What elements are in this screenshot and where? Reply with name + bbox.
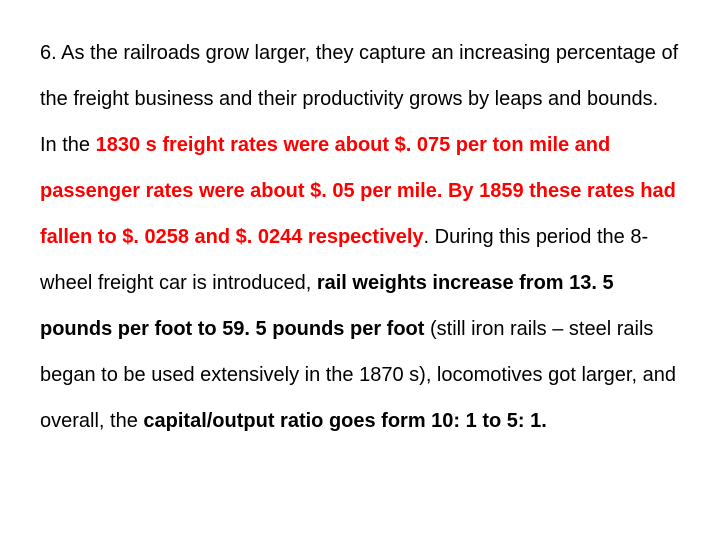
paragraph-content: 6. As the railroads grow larger, they ca… xyxy=(40,30,680,444)
ratio-bold: capital/output ratio goes form 10: 1 to … xyxy=(143,410,546,432)
